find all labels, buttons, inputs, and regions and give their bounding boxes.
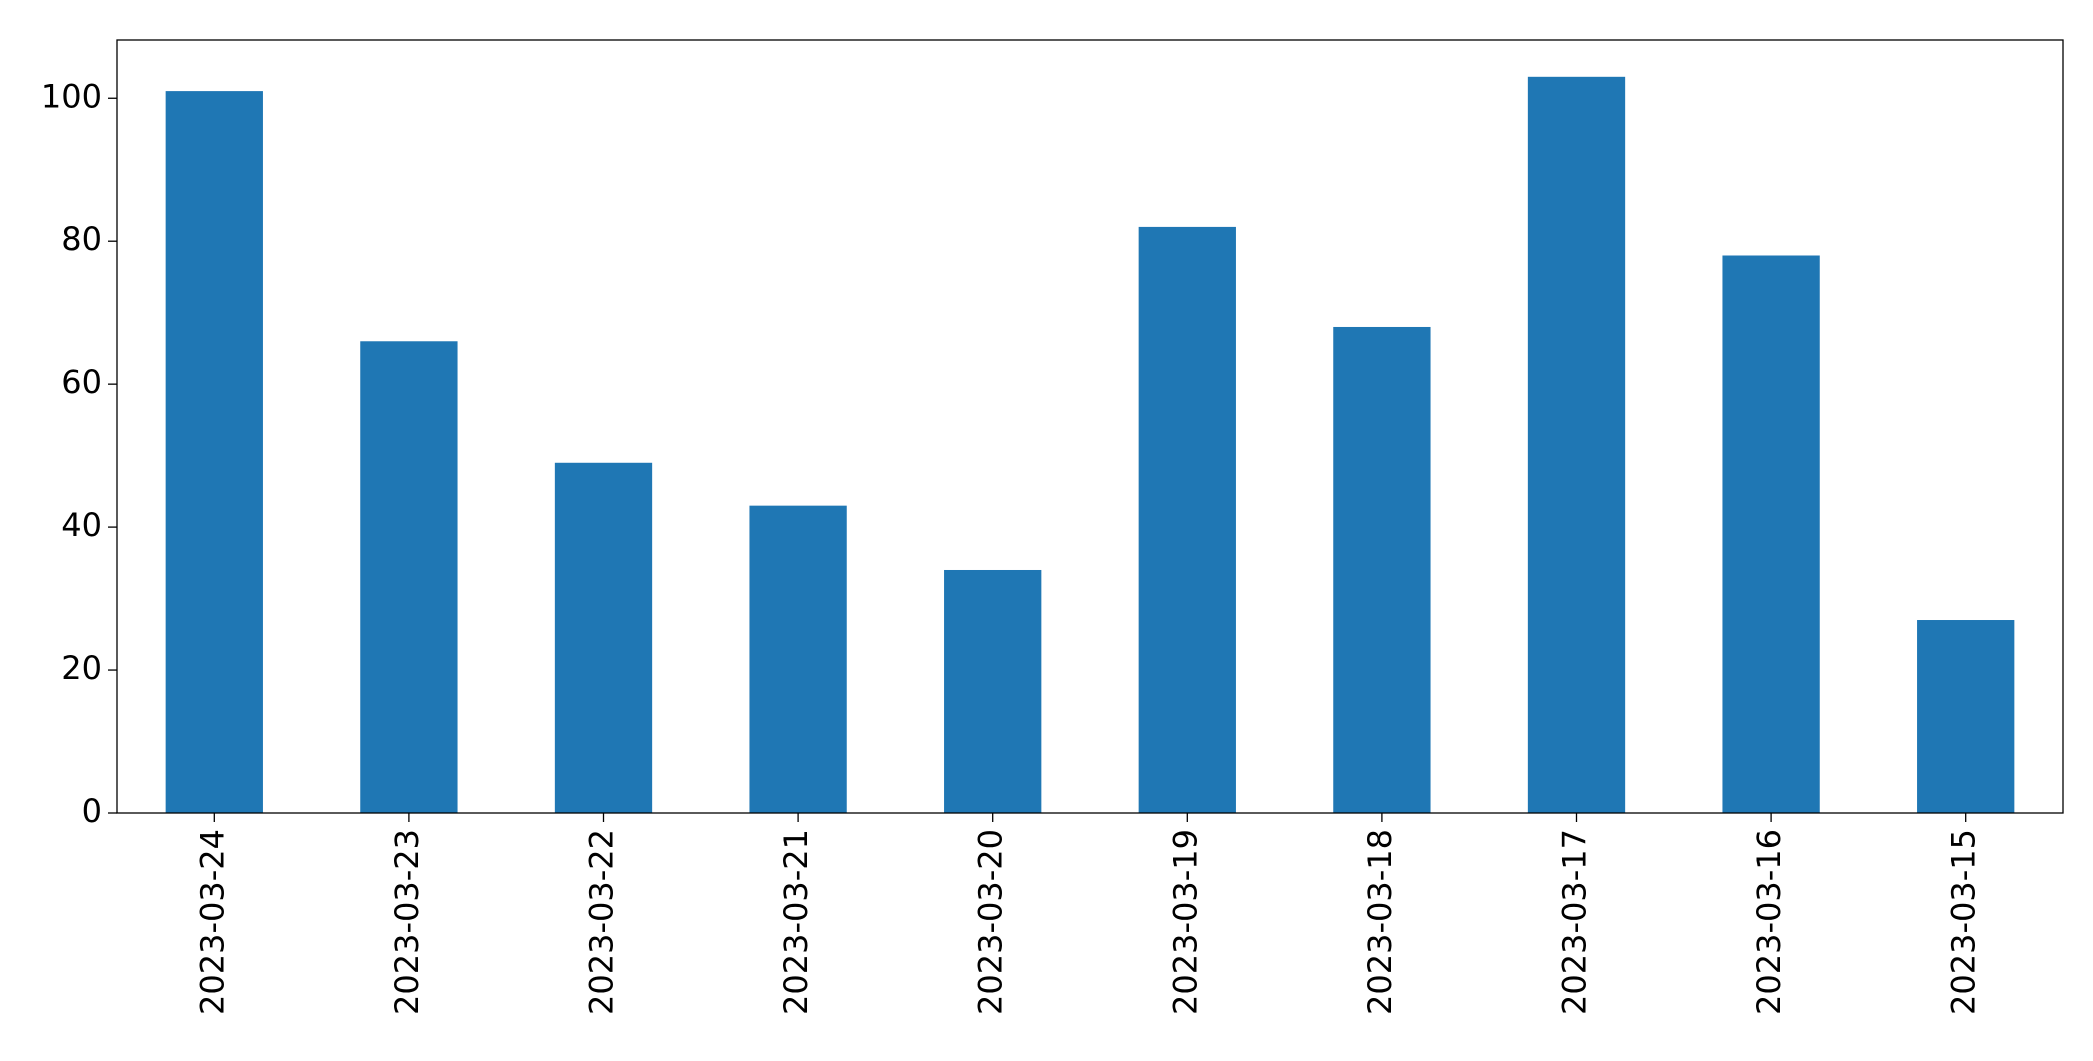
- x-tick-label: 2023-03-17: [1556, 829, 1594, 1015]
- bar: [554, 462, 653, 813]
- x-tick-label: 2023-03-22: [583, 829, 621, 1015]
- bar: [360, 341, 458, 813]
- y-tick-label: 100: [41, 77, 102, 115]
- y-tick-label: 40: [61, 506, 102, 544]
- y-tick-label: 80: [61, 220, 102, 258]
- x-tick-label: 2023-03-21: [777, 829, 815, 1015]
- bar: [165, 91, 263, 813]
- x-tick-label: 2023-03-23: [388, 829, 426, 1015]
- bar: [1527, 76, 1626, 814]
- bar: [944, 569, 1042, 813]
- y-tick-label: 20: [61, 649, 102, 687]
- x-tick-label: 2023-03-18: [1361, 829, 1399, 1015]
- x-tick-label: 2023-03-16: [1750, 829, 1788, 1015]
- plot-frame: [116, 39, 2064, 814]
- y-tick-label: 60: [61, 363, 102, 401]
- x-tick-label: 2023-03-19: [1166, 829, 1204, 1015]
- bar: [1138, 226, 1236, 813]
- bar: [749, 505, 847, 813]
- bar: [1722, 255, 1820, 814]
- x-tick-label: 2023-03-15: [1945, 829, 1983, 1015]
- x-tick-label: 2023-03-24: [193, 829, 231, 1015]
- y-tick-label: 0: [82, 792, 102, 830]
- x-tick-label: 2023-03-20: [972, 829, 1010, 1015]
- bar: [1917, 620, 2015, 813]
- bar: [1333, 326, 1431, 813]
